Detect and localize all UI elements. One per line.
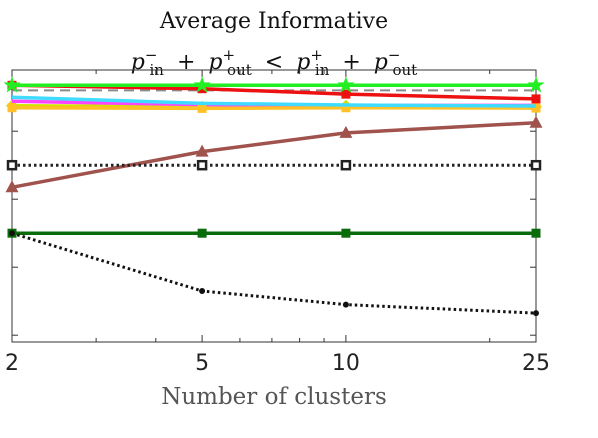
series-3-line bbox=[11, 105, 537, 111]
series-10 bbox=[9, 230, 539, 317]
series-6 bbox=[3, 76, 545, 93]
series-8 bbox=[6, 159, 542, 171]
plot-frame bbox=[11, 69, 537, 343]
series-3-point-0 bbox=[7, 103, 17, 113]
title-rhs-a-sup: + bbox=[310, 46, 323, 64]
title-rhs-a: p bbox=[296, 50, 310, 75]
series-6-point-2 bbox=[337, 76, 355, 93]
title-lhs-b-sup: + bbox=[222, 46, 235, 64]
series-5-point-2 bbox=[341, 89, 351, 99]
title-op1: + bbox=[177, 50, 195, 75]
series-3-point-3 bbox=[531, 103, 541, 113]
series-10-line bbox=[11, 231, 537, 315]
series-5-line bbox=[11, 83, 537, 101]
x-tick-label-0: 2 bbox=[5, 351, 19, 376]
series-6-point-3 bbox=[527, 76, 545, 93]
x-tick-label-1: 5 bbox=[195, 351, 209, 376]
series-3 bbox=[7, 103, 541, 113]
series-9-point-2 bbox=[341, 228, 351, 238]
series-3-point-2 bbox=[341, 103, 351, 113]
series-4-line bbox=[11, 95, 537, 108]
series-8-point-0 bbox=[6, 159, 18, 171]
x-tick-labels: 2 5 10 25 bbox=[5, 351, 550, 376]
series-4 bbox=[11, 95, 537, 108]
x-tick-label-2: 10 bbox=[332, 351, 360, 376]
x-tick-label-3: 25 bbox=[522, 351, 550, 376]
series-7-line bbox=[11, 120, 537, 190]
series-9 bbox=[7, 228, 541, 238]
title-lhs-a: p bbox=[131, 50, 145, 75]
series-9-point-3 bbox=[531, 228, 541, 238]
series-3-point-1 bbox=[197, 103, 207, 113]
title-relation: < bbox=[265, 50, 283, 75]
series-8-point-2 bbox=[340, 159, 352, 171]
series-6-point-1 bbox=[193, 76, 211, 93]
series-10-point-2 bbox=[342, 301, 349, 308]
series-7-point-0 bbox=[5, 180, 19, 193]
title-op2: + bbox=[342, 50, 360, 75]
series-7-point-1 bbox=[195, 144, 209, 157]
series-8-point-1 bbox=[196, 159, 208, 171]
x-axis-label: Number of clusters bbox=[161, 384, 387, 410]
title-lhs-b: p bbox=[208, 50, 222, 75]
series-10-point-3 bbox=[533, 310, 539, 317]
series-6-point-0 bbox=[3, 76, 21, 93]
series-9-point-1 bbox=[197, 228, 207, 238]
series-10-point-0 bbox=[9, 230, 15, 237]
series-8-point-3 bbox=[530, 159, 542, 171]
chart-title-line1: Average Informative bbox=[159, 9, 388, 34]
title-rhs-b: p bbox=[374, 50, 388, 75]
axes bbox=[11, 69, 537, 343]
title-lhs-a-sup: − bbox=[145, 46, 158, 64]
series-layer bbox=[3, 76, 545, 317]
title-rhs-b-sup: − bbox=[388, 46, 401, 64]
series-5-point-3 bbox=[531, 94, 541, 104]
chart-title-line2: p− in + p+ out < p+ in + p− out bbox=[131, 46, 417, 81]
series-10-point-1 bbox=[199, 288, 206, 294]
series-7-point-2 bbox=[339, 125, 353, 138]
series-7-point-3 bbox=[529, 115, 543, 128]
series-7 bbox=[5, 115, 543, 193]
